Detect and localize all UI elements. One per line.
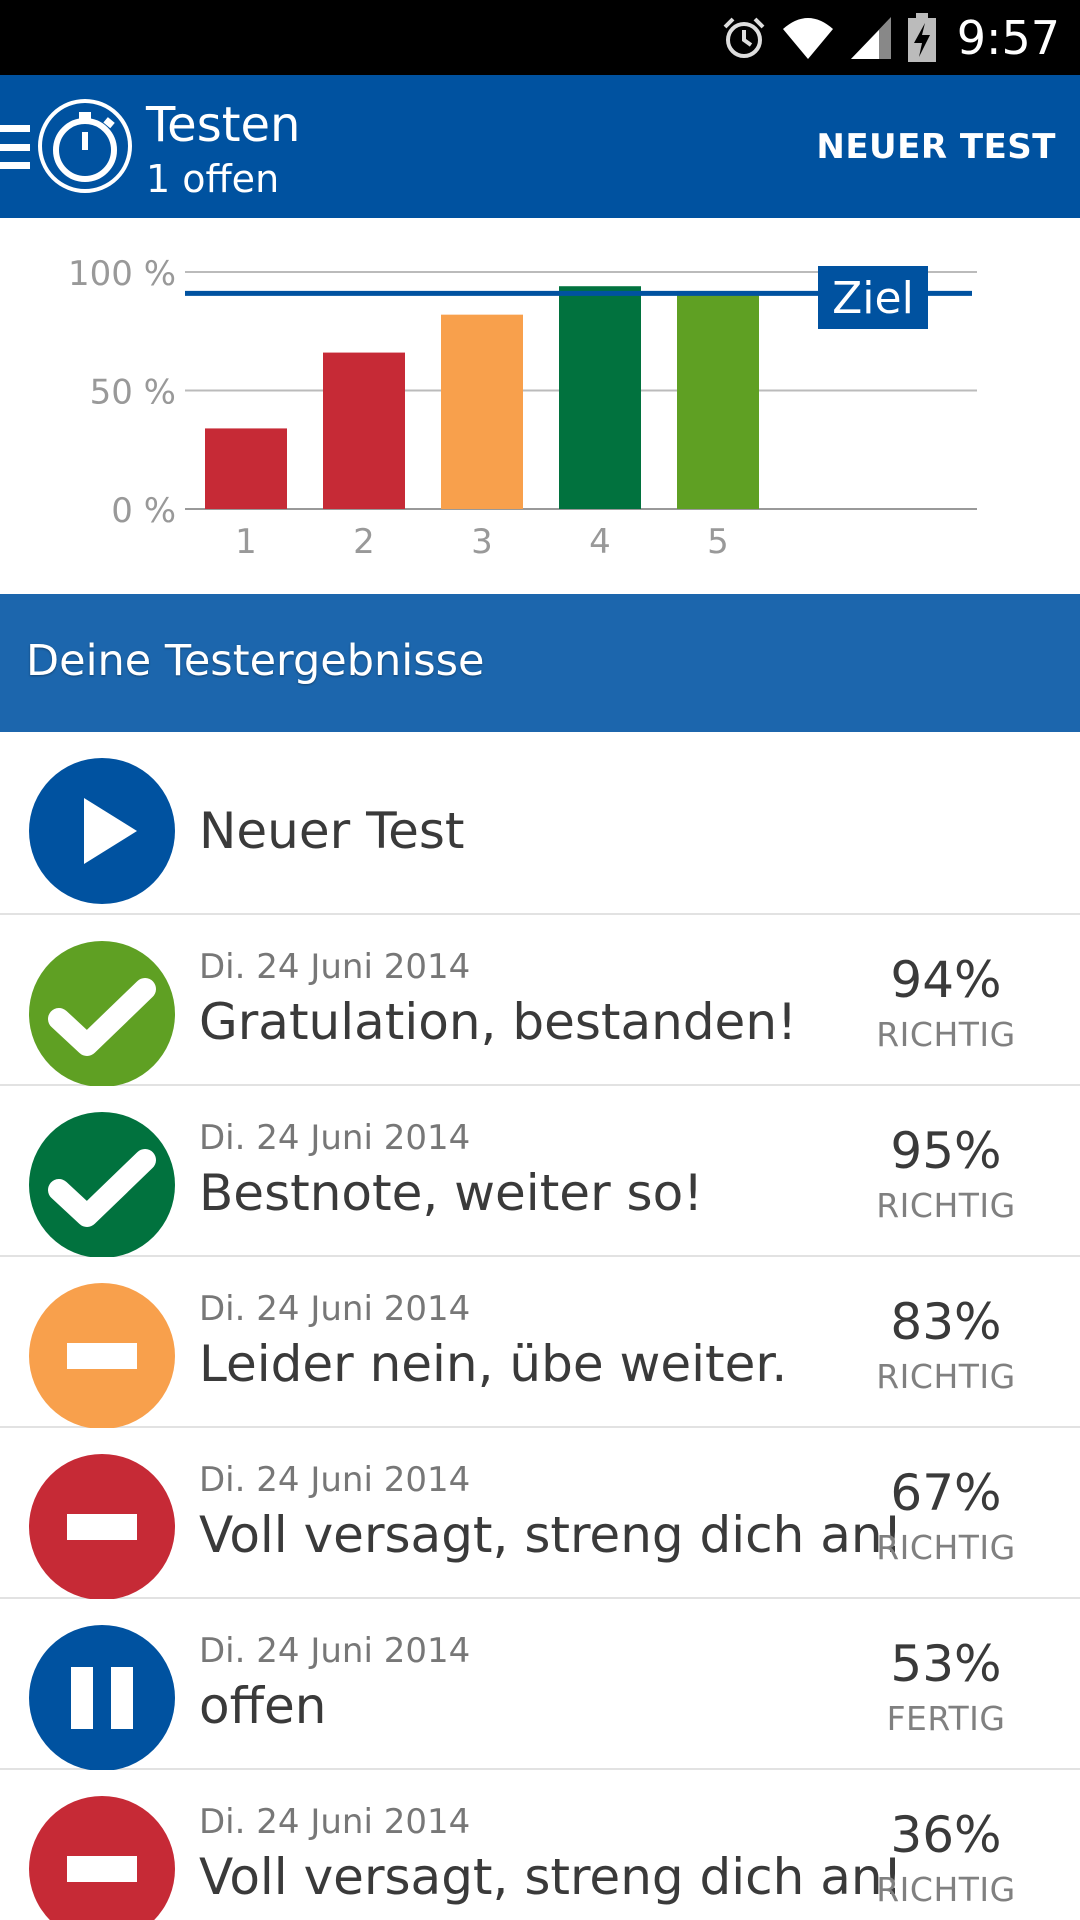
chart-bar bbox=[205, 428, 287, 509]
result-percent: 95% bbox=[890, 1122, 1002, 1180]
x-tick-label: 4 bbox=[589, 522, 611, 562]
result-row[interactable]: Di. 24 Juni 2014 Voll versagt, streng di… bbox=[0, 1428, 1080, 1600]
minus-icon bbox=[29, 1796, 175, 1920]
chart-bar bbox=[323, 352, 405, 509]
status-time: 9:57 bbox=[956, 10, 1060, 65]
result-percent: 67% bbox=[890, 1464, 1002, 1522]
result-date: Di. 24 Juni 2014 bbox=[199, 1460, 471, 1500]
result-unit: RICHTIG bbox=[876, 1186, 1016, 1225]
result-message: Bestnote, weiter so! bbox=[199, 1164, 704, 1222]
result-date: Di. 24 Juni 2014 bbox=[199, 1118, 471, 1158]
result-unit: RICHTIG bbox=[876, 1357, 1016, 1396]
result-unit: RICHTIG bbox=[876, 1870, 1016, 1909]
y-tick-label: 100 % bbox=[68, 254, 176, 294]
check-icon bbox=[29, 941, 175, 1087]
results-chart-svg: 0 % 50 % 100 % 1 2 3 4 5 Ziel bbox=[68, 254, 977, 562]
result-message: Leider nein, übe weiter. bbox=[199, 1335, 788, 1393]
target-label-box bbox=[818, 266, 928, 329]
result-row[interactable]: Di. 24 Juni 2014 Gratulation, bestanden!… bbox=[0, 915, 1080, 1087]
wifi-icon bbox=[782, 17, 833, 59]
result-row[interactable]: Di. 24 Juni 2014 Leider nein, übe weiter… bbox=[0, 1257, 1080, 1429]
new-test-label: Neuer Test bbox=[199, 802, 465, 860]
result-date: Di. 24 Juni 2014 bbox=[199, 1631, 471, 1671]
app-subtitle: 1 offen bbox=[146, 157, 280, 201]
signal-icon bbox=[850, 16, 891, 59]
stopwatch-icon[interactable] bbox=[36, 97, 134, 195]
result-percent: 83% bbox=[890, 1293, 1002, 1351]
result-message: Voll versagt, streng dich an! bbox=[199, 1506, 903, 1564]
play-icon bbox=[29, 758, 175, 904]
check-icon bbox=[29, 1112, 175, 1258]
result-unit: FERTIG bbox=[886, 1699, 1006, 1738]
alarm-icon bbox=[723, 17, 765, 58]
result-percent: 94% bbox=[890, 951, 1002, 1009]
result-date: Di. 24 Juni 2014 bbox=[199, 1289, 471, 1329]
chart-bar bbox=[441, 314, 523, 509]
result-row[interactable]: Di. 24 Juni 2014 offen 53% FERTIG bbox=[0, 1599, 1080, 1771]
battery-charging-icon bbox=[907, 12, 936, 62]
y-tick-label: 50 % bbox=[90, 373, 176, 413]
section-title: Deine Testergebnisse bbox=[26, 636, 485, 686]
app-bar: Testen 1 offen NEUER TEST bbox=[0, 75, 1080, 218]
result-date: Di. 24 Juni 2014 bbox=[199, 1802, 471, 1842]
status-bar: 9:57 bbox=[0, 0, 1080, 75]
x-tick-label: 1 bbox=[235, 522, 257, 562]
minus-icon bbox=[29, 1454, 175, 1600]
y-tick-label: 0 % bbox=[111, 491, 176, 531]
menu-icon[interactable] bbox=[0, 125, 30, 169]
x-tick-label: 2 bbox=[353, 522, 375, 562]
app-title: Testen bbox=[146, 97, 301, 153]
result-row[interactable]: Di. 24 Juni 2014 Bestnote, weiter so! 95… bbox=[0, 1086, 1080, 1258]
section-header: Deine Testergebnisse bbox=[0, 594, 1080, 732]
result-percent: 53% bbox=[890, 1635, 1002, 1693]
chart-bar bbox=[677, 290, 759, 509]
result-unit: RICHTIG bbox=[876, 1015, 1016, 1054]
x-tick-label: 5 bbox=[707, 522, 729, 562]
minus-icon bbox=[29, 1283, 175, 1429]
result-date: Di. 24 Juni 2014 bbox=[199, 947, 471, 987]
chart-bar bbox=[559, 286, 641, 509]
result-unit: RICHTIG bbox=[876, 1528, 1016, 1567]
x-tick-label: 3 bbox=[471, 522, 493, 562]
new-test-action-button[interactable]: NEUER TEST bbox=[816, 127, 1056, 167]
results-list: Neuer Test Di. 24 Juni 2014 Gratulation,… bbox=[0, 732, 1080, 1920]
pause-icon bbox=[29, 1625, 175, 1771]
result-message: Voll versagt, streng dich an! bbox=[199, 1848, 903, 1906]
result-message: Gratulation, bestanden! bbox=[199, 993, 798, 1051]
result-message: offen bbox=[199, 1677, 327, 1735]
result-percent: 36% bbox=[890, 1806, 1002, 1864]
result-row[interactable]: Di. 24 Juni 2014 Voll versagt, streng di… bbox=[0, 1770, 1080, 1920]
target-label: Ziel bbox=[832, 273, 914, 324]
new-test-row[interactable]: Neuer Test bbox=[0, 732, 1080, 915]
results-chart: 0 % 50 % 100 % 1 2 3 4 5 Ziel bbox=[0, 218, 1080, 594]
